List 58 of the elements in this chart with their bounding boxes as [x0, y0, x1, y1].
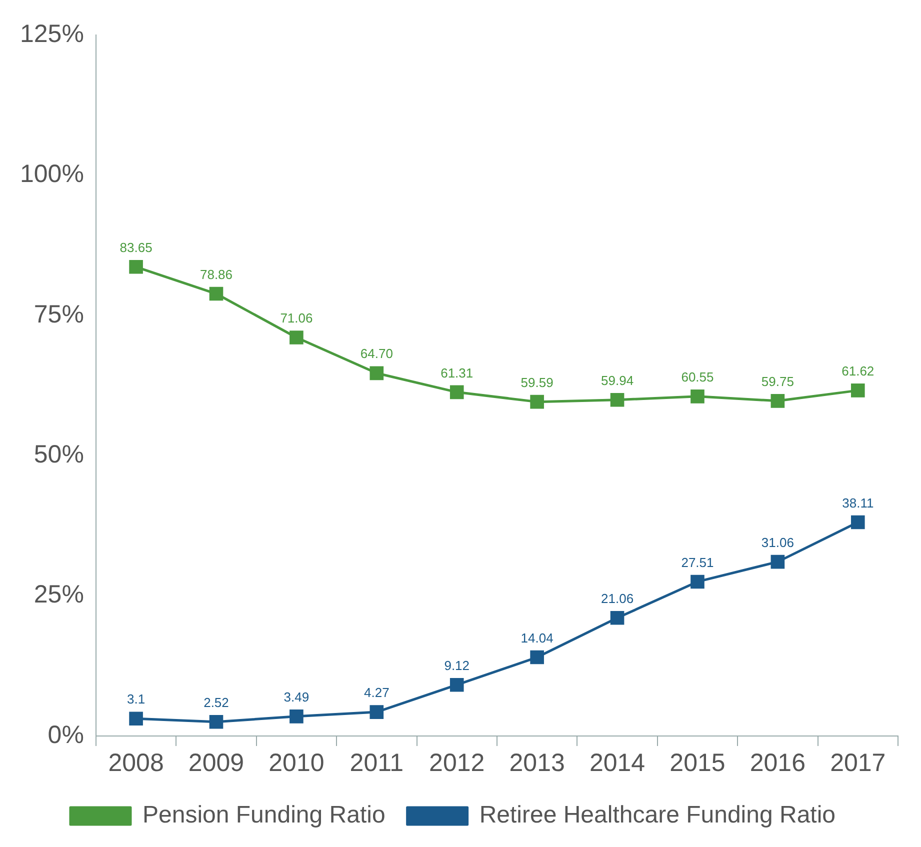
legend-label: Pension Funding Ratio [142, 802, 386, 829]
point [770, 554, 785, 569]
x-tick-label: 2014 [589, 748, 646, 777]
data-label: 59.94 [601, 372, 634, 388]
point [850, 384, 865, 398]
data-label: 78.86 [200, 266, 233, 282]
point [290, 710, 304, 724]
point [450, 385, 464, 400]
x-tick-label: 2008 [108, 748, 164, 777]
data-label: 3.49 [284, 690, 310, 705]
point [450, 678, 464, 692]
data-label: 31.06 [761, 534, 794, 550]
point [850, 515, 865, 530]
x-tick-label: 2009 [188, 748, 244, 777]
point [770, 394, 785, 408]
x-tick-label: 2011 [350, 748, 404, 777]
data-label: 3.1 [127, 692, 146, 707]
y-tick-label: 25% [34, 580, 84, 609]
legend-label: Retiree Healthcare Funding Ratio [479, 802, 836, 829]
point [370, 366, 384, 380]
data-label: 61.31 [440, 365, 474, 380]
point [290, 330, 304, 344]
data-label: 4.27 [364, 685, 390, 700]
data-label: 21.06 [601, 590, 634, 606]
x-tick-label: 2017 [830, 748, 886, 777]
y-tick-label: 100% [20, 160, 84, 188]
point [209, 286, 224, 301]
data-label: 71.06 [280, 310, 313, 326]
data-label: 27.51 [681, 554, 714, 570]
x-tick-label: 2012 [429, 748, 485, 777]
data-label: 59.75 [761, 374, 794, 389]
data-label: 38.11 [842, 495, 874, 510]
data-label: 59.59 [520, 374, 554, 390]
data-label: 14.04 [520, 630, 554, 646]
y-tick-label: 50% [34, 440, 84, 468]
data-label: 83.65 [120, 240, 152, 255]
point [690, 574, 704, 589]
point [129, 712, 143, 726]
data-label: 9.12 [444, 658, 470, 673]
data-label: 2.52 [204, 694, 229, 710]
x-tick-label: 2013 [509, 748, 565, 777]
y-tick-label: 75% [34, 300, 84, 328]
data-label: 60.55 [681, 370, 714, 385]
point [610, 610, 624, 625]
point [129, 260, 143, 274]
point [610, 392, 624, 407]
point [370, 705, 384, 719]
y-tick-label: 125% [20, 20, 84, 48]
point [530, 650, 544, 664]
data-label: 64.70 [360, 346, 393, 362]
x-tick-label: 2016 [750, 748, 806, 777]
point [209, 714, 224, 729]
y-tick-label: 0% [48, 720, 84, 749]
data-label: 61.62 [842, 364, 874, 379]
point [690, 390, 704, 404]
x-tick-label: 2015 [670, 748, 726, 777]
x-tick-label: 2010 [268, 748, 324, 777]
point [530, 394, 544, 409]
